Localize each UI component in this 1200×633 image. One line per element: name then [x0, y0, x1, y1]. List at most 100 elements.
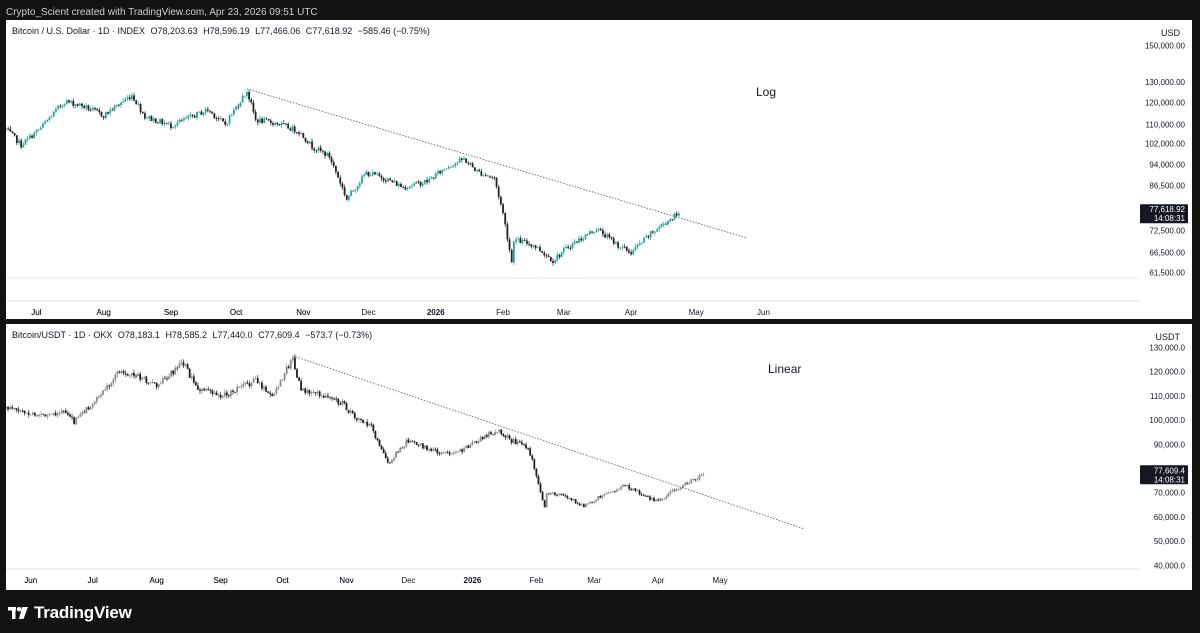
price-tick-label: 100,000.0 — [1149, 416, 1185, 425]
candle-up — [387, 178, 389, 182]
candle-down — [341, 183, 344, 188]
candle-up — [174, 125, 177, 128]
candle-down — [384, 453, 387, 459]
candle-down — [76, 104, 79, 106]
candle-up — [280, 123, 283, 126]
candle-down — [642, 495, 645, 496]
candle-up — [170, 370, 173, 377]
candle-down — [582, 504, 585, 508]
candle-down — [329, 396, 331, 398]
candle-up — [130, 95, 133, 100]
candle-down — [491, 176, 494, 178]
candle-up — [289, 360, 292, 369]
candle-up — [183, 118, 185, 121]
candles-group — [6, 354, 705, 508]
candle-down — [351, 410, 354, 413]
candle-up — [326, 152, 329, 156]
candle-up — [641, 242, 643, 244]
candle-up — [428, 448, 430, 450]
price-tick-label: 110,000.0 — [1150, 392, 1186, 401]
candle-down — [591, 502, 594, 504]
candle-down — [481, 437, 484, 440]
candle-down — [324, 151, 326, 156]
candle-up — [651, 498, 653, 500]
candle-up — [157, 383, 160, 388]
candle-up — [556, 254, 559, 261]
candle-up — [424, 180, 426, 184]
candle-up — [636, 244, 639, 248]
candle-up — [120, 371, 123, 373]
candle-up — [597, 496, 600, 501]
candle-down — [272, 123, 274, 125]
candle-down — [339, 177, 342, 184]
candle-down — [69, 414, 71, 417]
candle-up — [532, 245, 535, 247]
candle-down — [601, 230, 604, 235]
candle-up — [463, 158, 465, 160]
candle-down — [413, 441, 416, 443]
candle-up — [277, 386, 280, 389]
candle-down — [426, 180, 428, 183]
candle-down — [608, 234, 611, 238]
log-chart-pane[interactable]: 150,000.00 130,000.00 120,000.00 110,000.00… — [6, 20, 1192, 319]
time-tick-label: Oct — [230, 308, 243, 317]
candle-down — [506, 224, 509, 240]
candle-down — [304, 137, 307, 142]
candle-down — [430, 448, 433, 451]
candle-down — [439, 171, 441, 174]
candle-down — [224, 121, 227, 125]
price-tick-label: 130,000.0 — [1149, 343, 1185, 352]
candle-down — [694, 479, 697, 481]
candle-up — [443, 169, 446, 171]
candle-down — [475, 441, 478, 443]
tradingview-branding[interactable]: TradingView — [8, 601, 132, 625]
candle-up — [609, 491, 612, 493]
candle-up — [44, 121, 46, 124]
candle-up — [447, 166, 450, 169]
candle-down — [118, 371, 121, 373]
candle-down — [523, 444, 525, 445]
candle-down — [133, 95, 135, 101]
countdown-timer: 14:08:31 — [1154, 214, 1186, 223]
candle-up — [9, 407, 12, 410]
candle-down — [209, 390, 212, 391]
candle-up — [97, 396, 100, 398]
candle-down — [87, 105, 90, 110]
candle-up — [18, 140, 20, 144]
candle-down — [345, 194, 348, 200]
candle-down — [282, 123, 285, 124]
candle-down — [161, 119, 164, 125]
linear-chart-pane[interactable]: 130,000.0 120,000.0 110,000.0 100,000.0 90,0… — [6, 324, 1192, 590]
candle-down — [232, 390, 234, 392]
candle-down — [380, 445, 383, 450]
candle-up — [459, 449, 461, 452]
candle-up — [6, 128, 7, 130]
candle-down — [42, 413, 45, 415]
candle-down — [671, 219, 674, 221]
log-chart-canvas[interactable]: 150,000.00 130,000.00 120,000.00 110,000.00… — [6, 20, 1192, 319]
candle-down — [675, 213, 678, 216]
candle-down — [256, 119, 259, 123]
candle-up — [61, 105, 64, 107]
candle-up — [48, 414, 51, 416]
candle-up — [667, 493, 670, 497]
candle-up — [46, 414, 49, 417]
candle-down — [321, 150, 324, 152]
candle-up — [348, 196, 350, 200]
candle-down — [289, 128, 292, 131]
candle-up — [28, 135, 31, 138]
candle-down — [287, 366, 290, 369]
candle-up — [512, 439, 515, 443]
candle-down — [376, 438, 379, 440]
candle-down — [217, 118, 220, 119]
time-tick-label: Nov — [296, 308, 310, 317]
symbol-legend: Bitcoin/USDT · 1D · OKX O78,183.1 H78,58… — [12, 330, 375, 340]
candle-down — [556, 494, 558, 496]
candle-down — [640, 494, 643, 496]
candle-down — [345, 403, 348, 411]
candle-up — [178, 119, 181, 123]
candle-down — [370, 423, 373, 425]
candle-down — [295, 132, 298, 134]
candle-up — [615, 242, 617, 244]
linear-chart-canvas[interactable]: 130,000.0 120,000.0 110,000.0 100,000.0 90,0… — [6, 324, 1192, 590]
